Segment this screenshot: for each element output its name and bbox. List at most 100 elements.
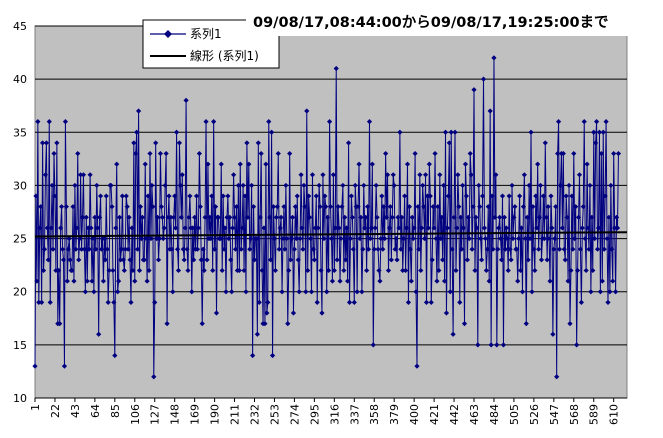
data-point — [419, 225, 425, 231]
data-point — [429, 257, 435, 263]
data-point — [364, 204, 371, 210]
data-point — [612, 289, 619, 295]
data-point — [587, 182, 593, 189]
data-point — [582, 235, 588, 242]
x-tick-label: 106 — [129, 404, 142, 425]
data-point — [33, 193, 39, 199]
data-point — [526, 182, 532, 189]
data-point — [517, 267, 524, 274]
data-point — [565, 278, 571, 284]
data-point — [410, 235, 416, 242]
data-point — [228, 257, 234, 263]
data-point — [452, 129, 458, 135]
data-point — [186, 214, 192, 220]
x-tick-label: 64 — [89, 404, 102, 418]
data-point — [349, 214, 355, 220]
data-point — [465, 214, 471, 220]
data-point — [51, 150, 57, 157]
data-point — [69, 267, 75, 274]
chart-title: 09/08/17,08:44:00から09/08/17,19:25:00まで — [253, 14, 609, 31]
data-point — [320, 172, 326, 178]
data-point — [120, 257, 126, 263]
data-point — [190, 225, 196, 231]
data-point — [553, 204, 559, 210]
data-point — [291, 246, 298, 252]
data-point — [303, 289, 309, 295]
data-point — [171, 214, 177, 220]
data-point — [439, 214, 445, 220]
data-point — [194, 246, 201, 252]
data-point — [59, 246, 66, 252]
data-point — [600, 129, 606, 135]
data-point — [604, 235, 610, 242]
data-point — [145, 193, 151, 199]
x-tick-label: 232 — [249, 404, 262, 425]
x-tick-label: 85 — [109, 404, 122, 418]
data-point — [175, 267, 182, 274]
data-point — [77, 235, 83, 242]
data-point — [71, 278, 77, 284]
data-point — [265, 299, 271, 305]
data-point — [603, 119, 609, 125]
data-point — [315, 225, 321, 231]
data-point — [177, 182, 183, 189]
data-point — [143, 235, 149, 242]
data-point — [72, 182, 78, 189]
data-point — [477, 204, 483, 210]
data-point — [170, 289, 176, 295]
data-point — [334, 257, 340, 263]
data-point — [402, 267, 409, 274]
data-point — [53, 267, 59, 274]
data-point — [609, 246, 615, 252]
data-point — [222, 225, 228, 231]
data-point — [560, 150, 566, 157]
data-point — [157, 150, 164, 157]
data-point — [518, 225, 525, 231]
data-point — [376, 267, 382, 274]
data-point — [269, 129, 275, 135]
data-point — [212, 204, 219, 210]
y-tick-label: 35 — [13, 126, 27, 139]
data-point — [304, 108, 310, 114]
data-point — [83, 214, 89, 220]
data-point — [180, 246, 186, 252]
data-point — [58, 225, 64, 231]
data-point — [136, 267, 143, 274]
data-point — [244, 140, 250, 146]
data-point — [137, 204, 144, 210]
data-point — [267, 214, 273, 220]
data-point — [503, 225, 509, 231]
data-point — [524, 214, 530, 220]
data-point — [394, 257, 400, 263]
data-point — [43, 140, 50, 146]
data-point — [88, 225, 94, 231]
data-point — [484, 246, 490, 252]
data-point — [448, 129, 454, 135]
data-point — [123, 193, 129, 199]
data-point — [613, 214, 620, 220]
data-point — [400, 267, 406, 274]
data-point — [501, 214, 508, 220]
data-point — [104, 246, 110, 252]
data-point — [517, 193, 523, 199]
data-point — [562, 257, 568, 263]
data-point — [361, 182, 367, 189]
data-point — [79, 214, 86, 220]
data-point — [383, 150, 389, 157]
data-point — [217, 235, 223, 242]
data-point — [413, 289, 419, 295]
data-point — [285, 321, 291, 327]
data-point — [47, 299, 53, 305]
data-point — [150, 204, 156, 210]
data-point — [39, 299, 45, 305]
data-point — [115, 289, 121, 295]
data-point — [592, 235, 598, 242]
data-point — [547, 278, 553, 284]
data-point — [210, 267, 216, 274]
data-point — [506, 193, 512, 199]
data-point — [567, 321, 573, 327]
data-point — [563, 193, 569, 199]
data-point — [135, 108, 142, 114]
data-point — [289, 214, 296, 220]
data-point — [345, 278, 351, 284]
